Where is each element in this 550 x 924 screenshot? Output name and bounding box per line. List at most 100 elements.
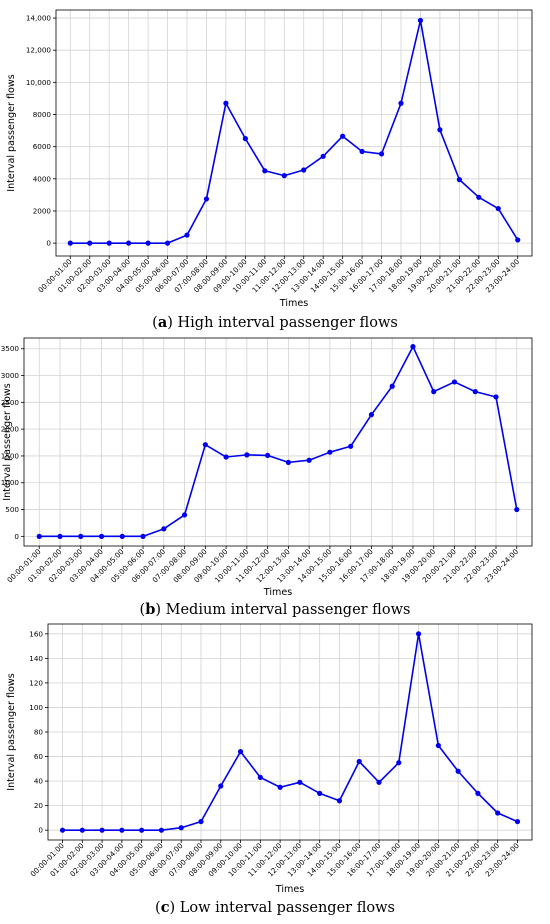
data-point bbox=[493, 394, 499, 400]
y-tick-label: 20 bbox=[34, 801, 44, 810]
data-point bbox=[336, 798, 343, 804]
data-point bbox=[98, 533, 105, 539]
chart-caption: (c) Low interval passenger flows bbox=[155, 899, 395, 916]
data-point bbox=[244, 452, 250, 458]
data-point bbox=[161, 526, 167, 532]
data-point bbox=[285, 459, 291, 465]
y-tick-label: 100 bbox=[29, 703, 43, 712]
data-point bbox=[145, 240, 151, 246]
data-point bbox=[456, 177, 462, 183]
data-point bbox=[126, 240, 132, 246]
data-point bbox=[242, 136, 248, 142]
data-point bbox=[119, 533, 125, 539]
data-point bbox=[99, 827, 105, 833]
y-tick-label: 10,000 bbox=[26, 78, 52, 87]
data-point bbox=[198, 818, 204, 825]
y-tick-label: 60 bbox=[34, 752, 44, 761]
data-point bbox=[389, 383, 395, 389]
chart-panel-0: 0200040006000800010,00012,00014,00000:00… bbox=[6, 9, 533, 331]
data-point bbox=[398, 100, 404, 106]
data-point bbox=[281, 173, 287, 179]
data-point bbox=[476, 194, 482, 200]
data-point bbox=[320, 153, 326, 159]
y-axis-label: Interval passenger flows bbox=[6, 673, 17, 790]
chart-panel-1: 050010001500200025003000350000:00-01:000… bbox=[1, 337, 533, 618]
plot-frame bbox=[55, 9, 533, 257]
data-point bbox=[262, 168, 268, 174]
data-point bbox=[140, 533, 146, 539]
data-point bbox=[297, 779, 303, 785]
data-point bbox=[158, 827, 165, 833]
data-point bbox=[257, 774, 263, 781]
data-point bbox=[237, 749, 244, 755]
data-point bbox=[415, 631, 422, 637]
y-tick-label: 0 bbox=[14, 532, 19, 541]
y-tick-label: 40 bbox=[34, 777, 44, 786]
data-point bbox=[327, 449, 333, 455]
data-point bbox=[57, 533, 63, 539]
data-point bbox=[223, 454, 229, 460]
data-point bbox=[410, 343, 416, 350]
chart-caption: (b) Medium interval passenger flows bbox=[140, 601, 411, 618]
y-tick-label: 2000 bbox=[33, 206, 52, 215]
y-tick-label: 3500 bbox=[1, 344, 20, 353]
y-tick-label: 2500 bbox=[1, 398, 20, 407]
data-point bbox=[87, 240, 93, 246]
data-point bbox=[277, 784, 283, 790]
y-tick-label: 500 bbox=[5, 505, 19, 514]
data-point bbox=[368, 412, 375, 418]
data-point bbox=[455, 768, 461, 774]
data-point bbox=[119, 827, 125, 833]
data-point bbox=[301, 167, 307, 173]
data-point bbox=[164, 240, 171, 246]
data-point bbox=[359, 148, 365, 155]
data-point bbox=[218, 783, 224, 789]
plot-frame bbox=[23, 337, 533, 547]
data-point bbox=[451, 379, 458, 385]
y-tick-label: 140 bbox=[29, 654, 43, 663]
data-point bbox=[36, 533, 42, 539]
data-point bbox=[79, 827, 85, 833]
y-tick-label: 6000 bbox=[33, 142, 52, 151]
data-point bbox=[396, 760, 402, 766]
data-point bbox=[515, 237, 521, 243]
y-tick-label: 14,000 bbox=[26, 14, 52, 23]
y-axis-label: Interval passenger flows bbox=[2, 383, 13, 500]
x-axis-label: Times bbox=[279, 298, 308, 309]
data-point bbox=[475, 790, 481, 796]
x-axis-label: Times bbox=[263, 587, 292, 598]
data-point bbox=[202, 442, 208, 448]
series-line bbox=[62, 633, 518, 831]
data-point bbox=[495, 205, 501, 212]
data-point bbox=[378, 151, 385, 157]
data-point bbox=[514, 506, 520, 513]
y-tick-label: 1500 bbox=[1, 451, 20, 460]
chart-panel-2: 02040608010012014016000:00-01:0001:00-02… bbox=[6, 623, 533, 916]
y-tick-label: 2000 bbox=[1, 425, 20, 434]
data-point bbox=[184, 232, 190, 238]
data-point bbox=[139, 827, 145, 833]
y-tick-label: 160 bbox=[29, 629, 43, 638]
y-tick-label: 4000 bbox=[33, 174, 52, 183]
data-point bbox=[417, 17, 424, 24]
data-point bbox=[181, 512, 188, 518]
data-point bbox=[356, 758, 362, 765]
data-point bbox=[306, 457, 312, 463]
data-point bbox=[59, 827, 66, 833]
data-point bbox=[67, 240, 73, 246]
data-point bbox=[437, 127, 443, 133]
y-tick-label: 0 bbox=[46, 239, 51, 248]
data-point bbox=[348, 443, 354, 449]
data-point bbox=[223, 100, 229, 106]
data-point bbox=[203, 196, 210, 202]
data-point bbox=[514, 818, 521, 825]
data-point bbox=[472, 389, 478, 395]
data-point bbox=[265, 452, 271, 459]
chart-caption: (a) High interval passenger flows bbox=[152, 314, 398, 331]
data-point bbox=[78, 533, 84, 539]
y-tick-label: 8000 bbox=[33, 110, 52, 119]
y-axis-label: Interval passenger flows bbox=[6, 74, 17, 191]
series-line bbox=[70, 19, 519, 244]
data-point bbox=[178, 825, 184, 831]
